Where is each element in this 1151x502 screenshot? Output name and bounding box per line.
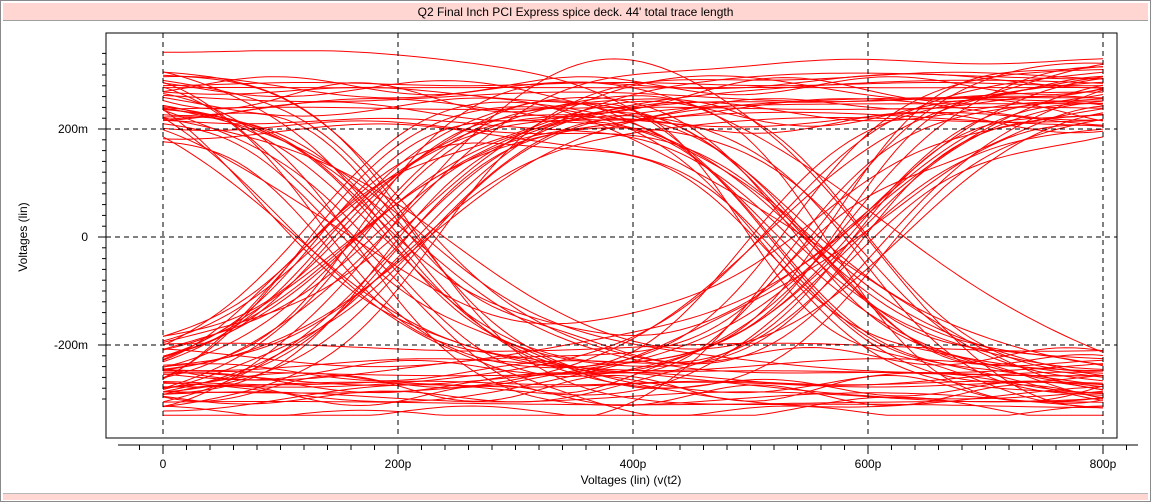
eye-trace <box>162 109 1104 367</box>
eye-trace <box>162 71 1104 408</box>
eye-trace <box>162 71 1104 388</box>
x-tick-label: 400p <box>620 457 647 471</box>
eye-trace <box>162 106 1104 395</box>
eye-trace <box>162 111 1104 390</box>
chart-title: Q2 Final Inch PCI Express spice deck. 44… <box>3 3 1148 21</box>
y-tick-label: -200m <box>54 338 88 352</box>
x-tick-label: 0 <box>160 457 167 471</box>
y-axis-label: Voltages (lin) <box>16 202 30 271</box>
grid-layer <box>106 33 1117 438</box>
x-tick-label: 800p <box>1090 457 1117 471</box>
eye-trace <box>162 113 1104 405</box>
eye-trace <box>162 136 1104 382</box>
eye-trace <box>162 102 1104 337</box>
eye-trace <box>162 123 1104 384</box>
axes-layer: 200m 0 -200m 0 200p 400p 600p 800p <box>54 52 1138 471</box>
eye-trace <box>162 96 1104 390</box>
eye-trace <box>162 96 1104 378</box>
eye-trace <box>162 115 1104 396</box>
eye-trace <box>162 86 1104 365</box>
x-tick-label: 200p <box>385 457 412 471</box>
y-tick-label: 0 <box>81 230 88 244</box>
eye-trace <box>162 79 1104 403</box>
eye-trace <box>162 95 1104 403</box>
status-bar <box>3 493 1148 500</box>
plot-frame <box>105 32 1118 439</box>
y-tick-label: 200m <box>58 122 88 136</box>
eye-trace <box>162 111 1104 357</box>
eye-trace <box>162 71 1104 409</box>
eye-trace <box>162 100 1104 366</box>
eye-trace <box>162 342 1104 352</box>
eye-trace <box>162 73 1104 370</box>
x-axis-label: Voltages (lin) (v(t2) <box>581 473 682 487</box>
eye-trace <box>162 111 1103 351</box>
eye-trace <box>162 128 1104 412</box>
eye-trace <box>162 127 1104 389</box>
eye-trace <box>162 112 1104 366</box>
eye-trace <box>162 58 1104 379</box>
x-tick-label: 600p <box>855 457 882 471</box>
